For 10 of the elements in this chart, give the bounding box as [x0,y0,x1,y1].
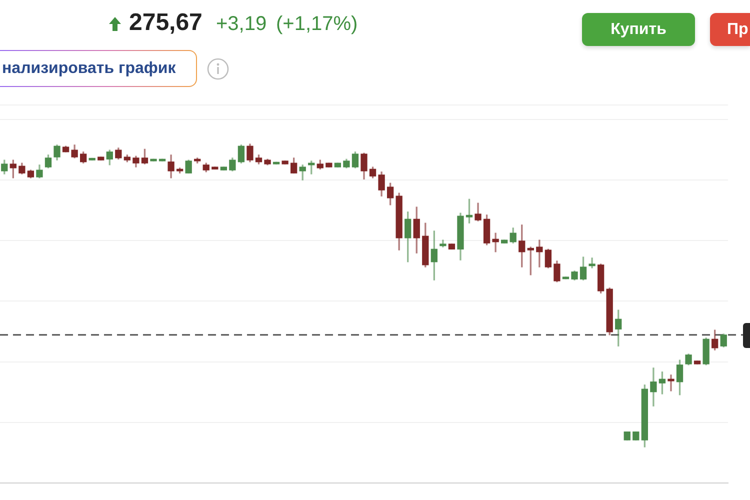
text: Пр [727,20,748,38]
candlestick [536,240,543,268]
text: (+1,17%) [276,13,358,35]
text: +3,19 [216,13,267,35]
candlestick [492,232,499,252]
candlestick [588,258,596,268]
candlestick [668,374,674,392]
text: Купить [610,20,668,38]
text: нализировать график [2,60,176,76]
text: 275,67 [129,9,202,36]
